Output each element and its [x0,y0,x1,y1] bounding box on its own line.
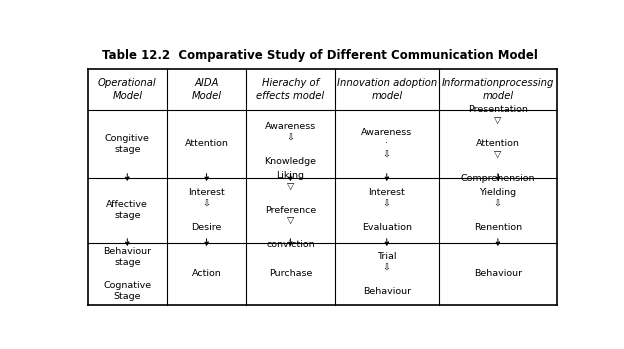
Text: AIDA
Model: AIDA Model [192,78,222,101]
Text: Interest
⇩

Evaluation: Interest ⇩ Evaluation [362,188,412,232]
Text: Innovation adoption
model: Innovation adoption model [336,78,437,101]
Text: Purchase: Purchase [269,269,312,279]
Text: Attention: Attention [185,139,228,148]
Text: Presentation
▽

Attention
▽

Comprehension: Presentation ▽ Attention ▽ Comprehension [461,105,535,183]
Text: Awareness
·
⇩: Awareness · ⇩ [361,128,412,160]
Text: Affective
stage: Affective stage [106,200,149,220]
Text: Hierachy of
effects model: Hierachy of effects model [256,78,324,101]
Text: Interest
⇩

Desire: Interest ⇩ Desire [188,188,225,232]
Text: Behaviour: Behaviour [474,269,522,279]
Text: Liking
▽

Preference
▽

conviction: Liking ▽ Preference ▽ conviction [265,171,316,249]
Text: Behaviour
stage

Cognative
Stage: Behaviour stage Cognative Stage [103,246,152,301]
Text: Trial
⇩

Behaviour: Trial ⇩ Behaviour [363,252,411,296]
Text: Operational
Model: Operational Model [98,78,157,101]
Text: Awareness
⇩

Knowledge: Awareness ⇩ Knowledge [265,122,316,165]
Text: Informationprocessing
model: Informationprocessing model [442,78,554,101]
Text: Yielding
⇩

Renention: Yielding ⇩ Renention [474,188,522,232]
Text: Table 12.2  Comparative Study of Different Communication Model: Table 12.2 Comparative Study of Differen… [102,49,538,61]
Text: Congitive
stage: Congitive stage [105,134,150,154]
Text: Action: Action [192,269,222,279]
